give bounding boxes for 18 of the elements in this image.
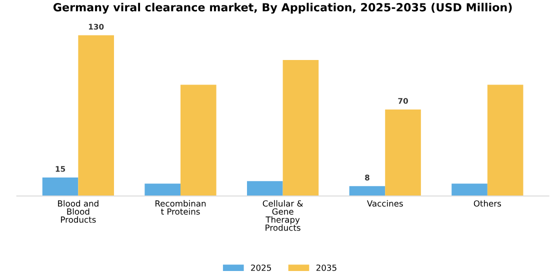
x-tick-label: Blood and Blood Products	[58, 200, 98, 223]
legend-label: 2025	[251, 264, 271, 271]
bar	[42, 177, 78, 196]
bar	[144, 184, 180, 196]
bar	[385, 109, 421, 196]
bar	[78, 35, 114, 196]
bar	[349, 186, 386, 196]
bar	[282, 60, 319, 196]
bar	[246, 181, 283, 196]
legend-label: 2035	[316, 264, 336, 271]
chart-title: Germany viral clearance market, By Application, 2025-2035 (USD Million)	[53, 2, 512, 14]
x-tick-label: Others	[474, 200, 502, 207]
x-tick-label: Recombinan t Proteins	[156, 200, 206, 215]
x-tick-label: Vaccines	[366, 200, 403, 207]
bar	[487, 84, 524, 196]
x-tick-label: Cellular & Gene Therapy Products	[262, 200, 303, 231]
bar	[452, 184, 488, 196]
bar	[180, 84, 216, 196]
